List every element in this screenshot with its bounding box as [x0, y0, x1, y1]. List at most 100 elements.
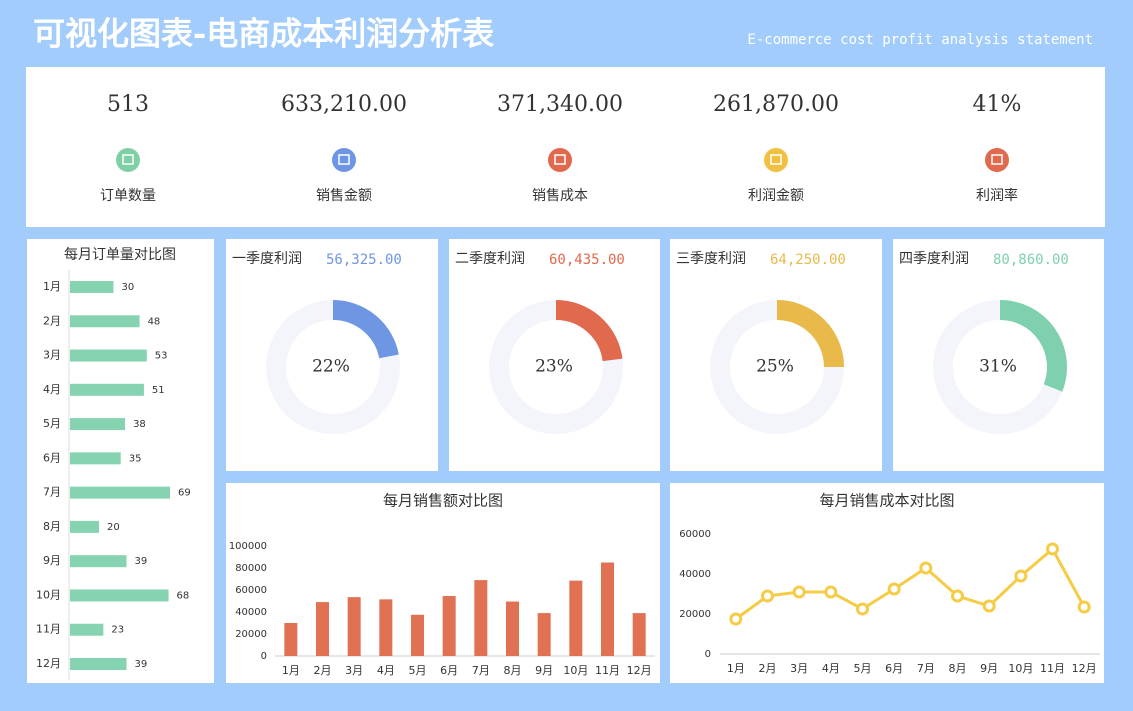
data-label: 30: [121, 282, 134, 293]
x-tick-label: 10月: [1008, 662, 1033, 675]
kpi-label: 销售金额: [316, 188, 372, 204]
bar: [474, 580, 488, 656]
bar: [70, 623, 104, 636]
x-tick-label: 6月: [885, 662, 903, 675]
y-tick-label: 60000: [679, 529, 711, 540]
data-label: 20: [107, 522, 120, 533]
data-label: 23: [111, 625, 124, 636]
y-tick-label: 100000: [229, 541, 267, 552]
bar: [379, 599, 393, 656]
kpi-icon-glyph: [122, 154, 134, 165]
x-tick-label: 5月: [854, 662, 872, 675]
chart-title: 三季度利润: [676, 251, 746, 267]
bar: [601, 562, 614, 656]
kpi-icon-glyph: [770, 154, 782, 165]
bar: [70, 486, 170, 499]
kpi-icon: [985, 148, 1009, 172]
x-tick-label: 12月: [627, 664, 652, 677]
data-label: 39: [135, 556, 148, 567]
x-tick-label: 9月: [980, 662, 998, 675]
bar: [70, 555, 127, 568]
y-tick-label: 1月: [43, 280, 61, 293]
x-tick-label: 2月: [759, 662, 777, 675]
donut-arc: [999, 300, 1067, 392]
data-label: 25%: [756, 357, 794, 377]
kpi-icon-glyph: [554, 154, 566, 165]
y-tick-label: 60000: [235, 585, 267, 596]
bar: [411, 614, 424, 656]
x-tick-label: 1月: [282, 664, 300, 677]
point: [729, 612, 743, 626]
data-label: 39: [135, 659, 148, 670]
bar: [569, 580, 583, 656]
x-tick-label: 11月: [595, 664, 620, 677]
data-label: 51: [152, 385, 165, 396]
bar: [70, 418, 126, 431]
y-tick-label: 7月: [43, 486, 61, 499]
kpi-icon-glyph: [991, 154, 1003, 165]
x-tick-label: 3月: [790, 662, 808, 675]
point: [982, 599, 996, 613]
y-tick-label: 6月: [43, 451, 61, 464]
point: [887, 582, 901, 596]
x-tick-label: 4月: [822, 662, 840, 675]
data-label: 23%: [535, 357, 573, 377]
y-tick-label: 12月: [36, 657, 61, 670]
y-tick-label: 4月: [43, 383, 61, 396]
bar: [347, 597, 361, 656]
y-tick-label: 2月: [43, 314, 61, 327]
panel: [893, 239, 1104, 471]
x-tick-label: 8月: [504, 664, 522, 677]
donut-arc: [332, 300, 399, 359]
kpi-value: 513: [107, 92, 149, 117]
bar: [284, 623, 298, 656]
annotation: 60,435.00: [549, 252, 625, 268]
y-tick-label: 20000: [235, 629, 267, 640]
point: [824, 585, 838, 599]
kpi-icon: [764, 148, 788, 172]
donut-arc: [555, 300, 623, 362]
bar: [70, 315, 140, 328]
kpi-value: 633,210.00: [281, 92, 407, 117]
point: [761, 589, 774, 603]
x-tick-label: 3月: [345, 664, 363, 677]
y-tick-label: 8月: [43, 520, 61, 533]
data-label: 68: [177, 590, 190, 601]
kpi-panel: [26, 67, 1105, 227]
y-tick-label: 0: [705, 649, 711, 660]
data-label: 31%: [979, 357, 1017, 377]
data-label: 48: [148, 316, 161, 327]
point: [1077, 600, 1091, 614]
x-tick-label: 1月: [727, 662, 745, 675]
y-tick-label: 3月: [43, 349, 61, 362]
kpi-icon: [332, 148, 356, 172]
x-tick-label: 4月: [377, 664, 395, 677]
y-tick-label: 10月: [36, 588, 61, 601]
bar: [70, 658, 127, 670]
page-subtitle: E-commerce cost profit analysis statemen…: [747, 32, 1093, 48]
kpi-label: 利润率: [976, 187, 1018, 204]
kpi-icon: [548, 148, 572, 172]
chart-title: 二季度利润: [455, 251, 525, 267]
bar: [506, 601, 519, 656]
y-tick-label: 9月: [43, 554, 61, 567]
x-tick-label: 8月: [949, 662, 967, 675]
kpi-label: 销售成本: [532, 188, 588, 204]
donut-arc: [776, 300, 844, 368]
bar: [70, 281, 114, 293]
bar: [70, 452, 121, 465]
x-tick-label: 12月: [1072, 662, 1097, 675]
data-label: 69: [178, 488, 191, 499]
bar: [442, 596, 456, 656]
annotation: 56,325.00: [326, 252, 402, 268]
point: [1014, 569, 1028, 583]
y-tick-label: 0: [261, 651, 267, 662]
x-tick-label: 2月: [314, 664, 332, 677]
point: [919, 561, 933, 575]
x-tick-label: 7月: [917, 662, 935, 675]
annotation: 64,250.00: [770, 252, 846, 268]
data-label: 22%: [312, 357, 350, 377]
bar: [632, 613, 646, 656]
point: [1046, 542, 1059, 556]
